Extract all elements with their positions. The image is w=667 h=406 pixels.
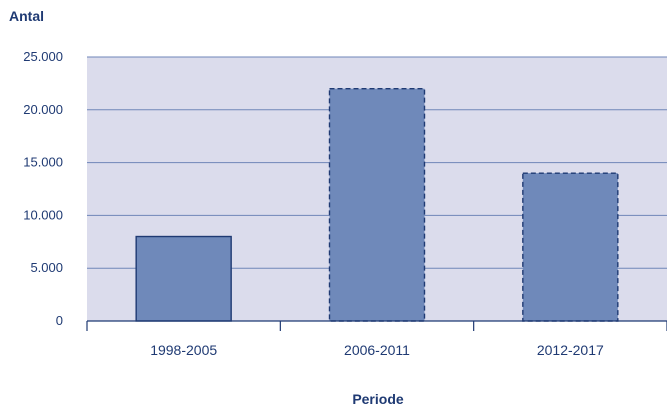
bar-2006-2011: [328, 87, 426, 322]
x-tick-label: 1998-2005: [150, 342, 217, 358]
y-tick-label: 15.000: [23, 155, 63, 170]
x-tick-label: 2006-2011: [344, 342, 410, 358]
x-tick-label: 2012-2017: [537, 342, 604, 358]
y-tick-labels: 0 5.000 10.000 15.000 20.000 25.000: [23, 49, 63, 328]
y-tick-label: 5.000: [30, 260, 63, 275]
bars: [135, 87, 619, 322]
x-tick-labels: 1998-2005 2006-2011 2012-2017: [150, 342, 604, 358]
y-tick-label: 0: [56, 313, 63, 328]
x-axis-ticks: [86, 321, 667, 331]
y-axis-label: Antal: [9, 8, 44, 24]
bar-1998-2005: [135, 235, 232, 322]
y-tick-label: 10.000: [23, 207, 63, 222]
y-tick-label: 20.000: [23, 102, 63, 117]
y-tick-label: 25.000: [23, 49, 63, 64]
x-axis-label: Periode: [352, 391, 404, 406]
bar-2012-2017: [522, 172, 619, 322]
